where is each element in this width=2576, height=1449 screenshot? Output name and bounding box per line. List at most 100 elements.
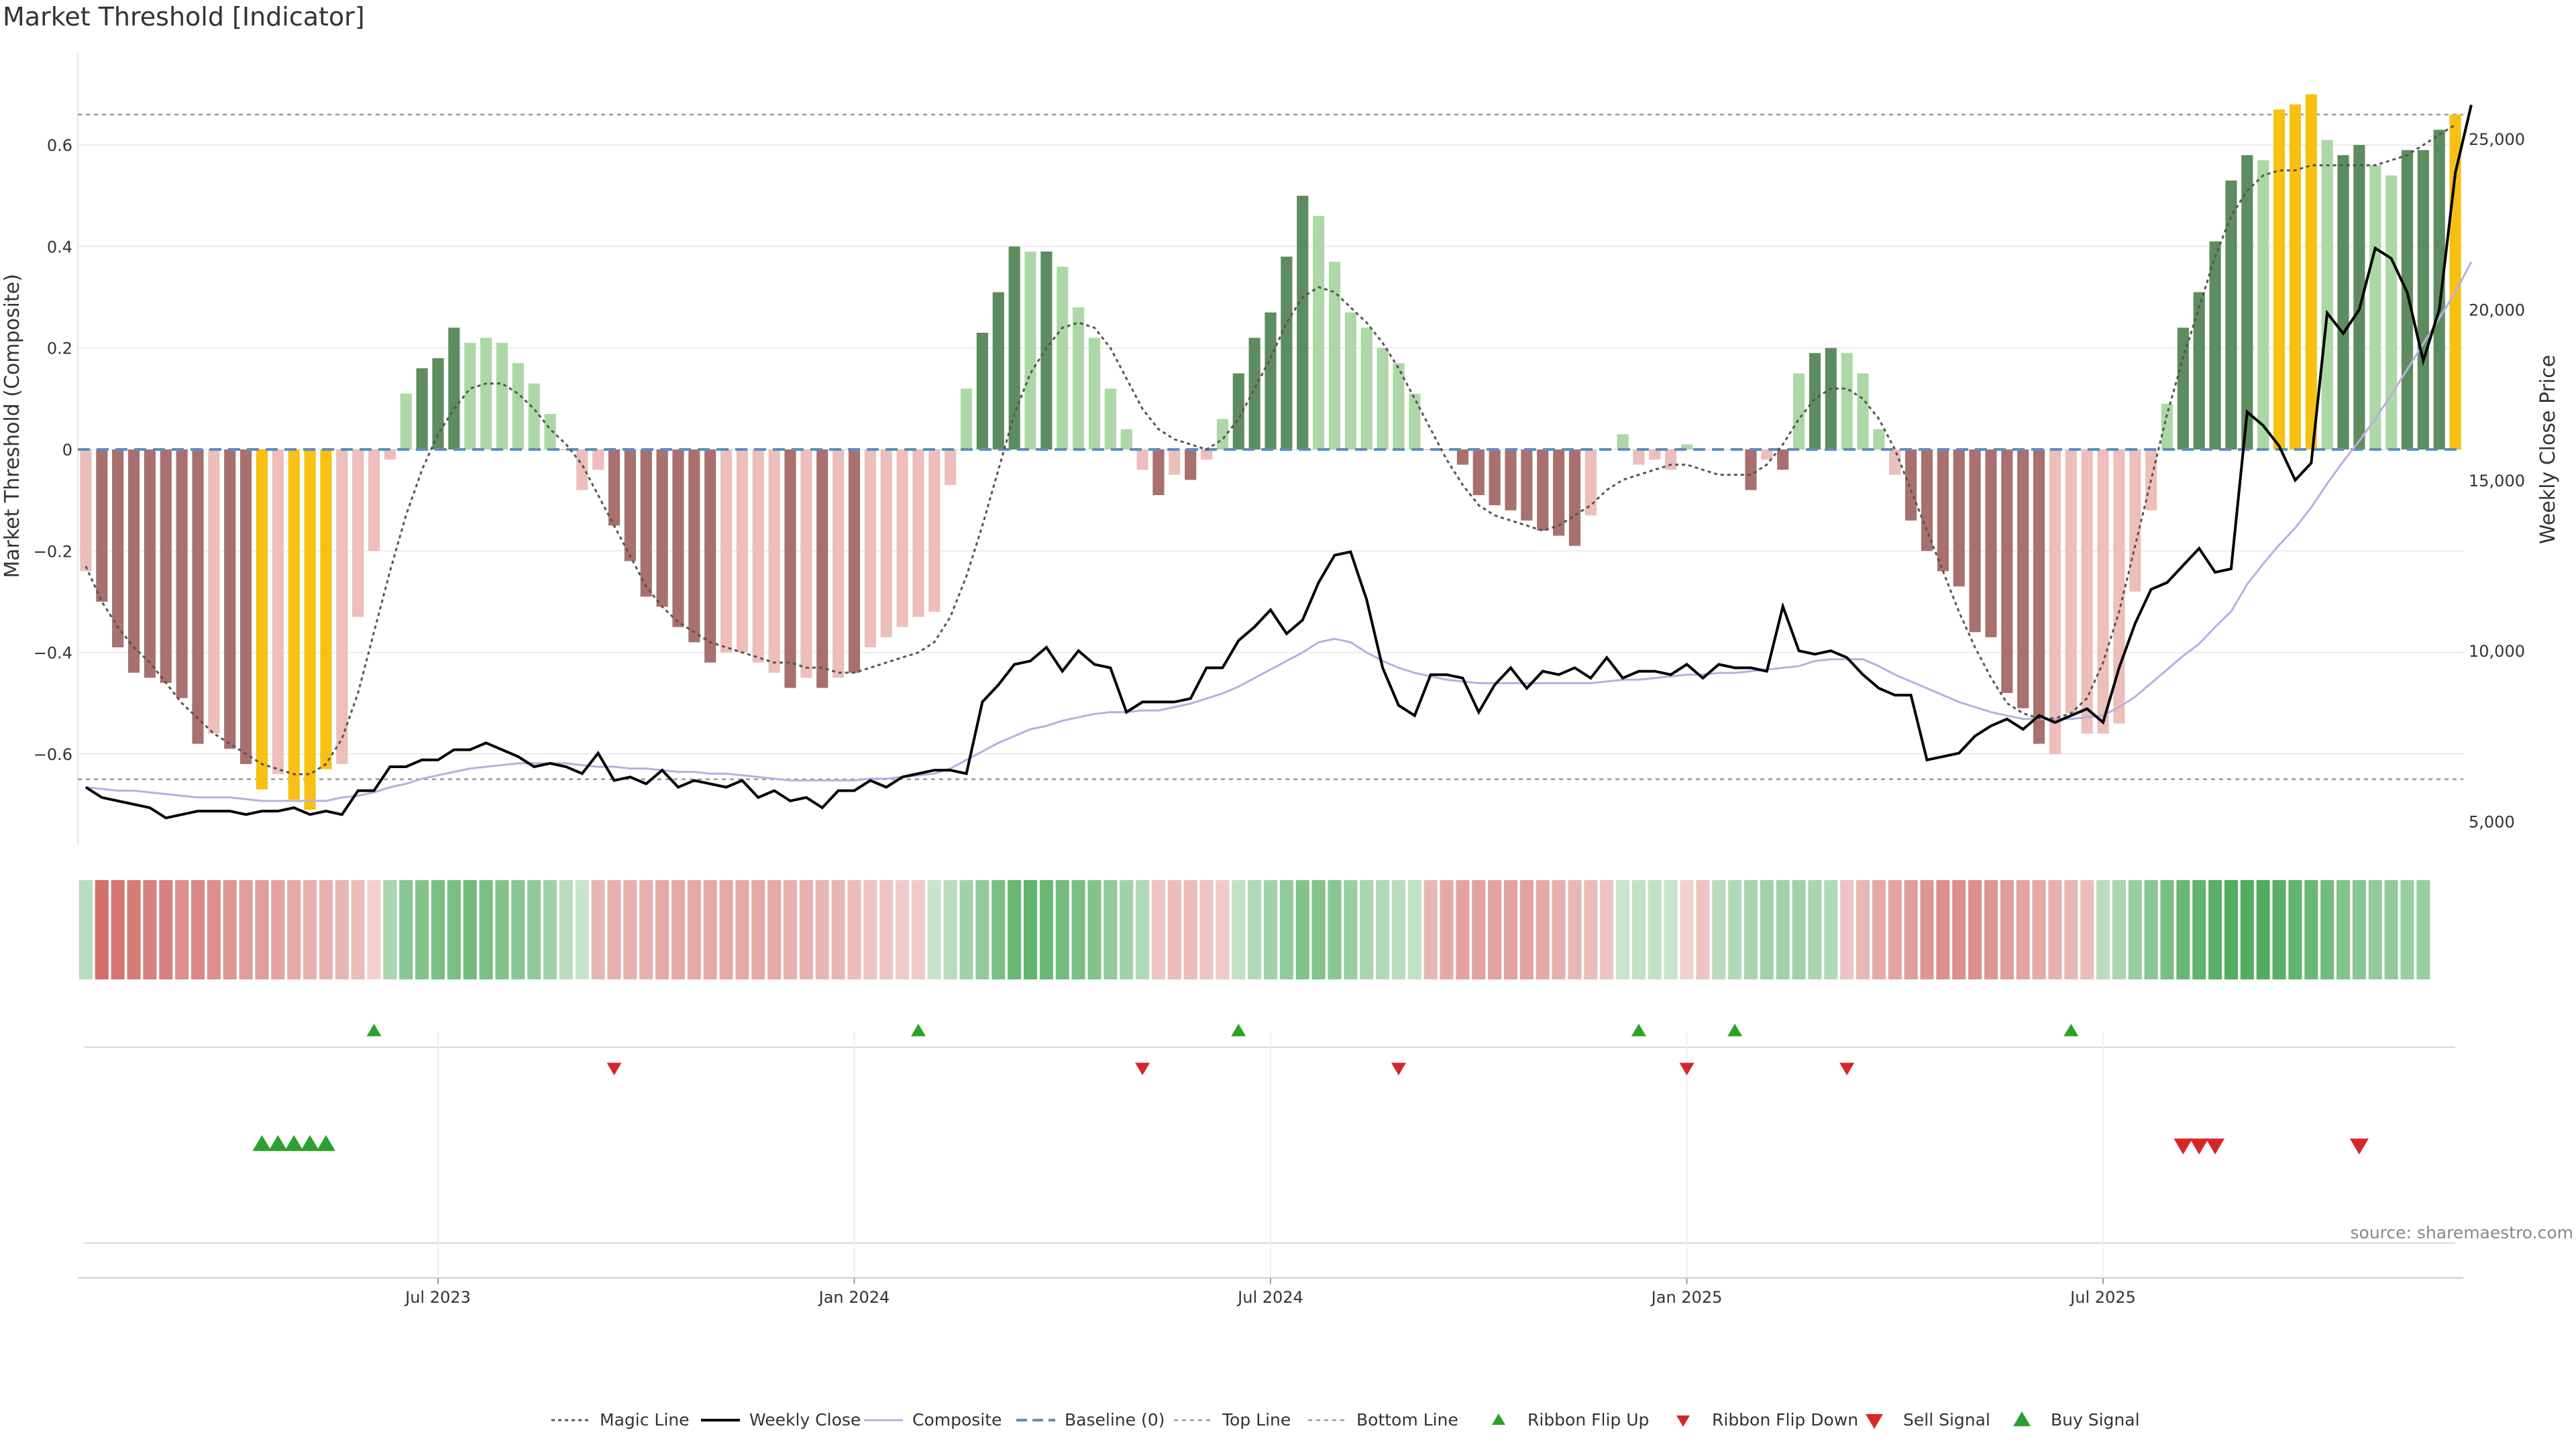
composite-bar	[512, 363, 524, 449]
y-axis-label: Market Threshold (Composite)	[1, 274, 24, 578]
composite-line	[85, 261, 2473, 802]
composite-bar	[1169, 449, 1181, 475]
buy-signal-marker	[268, 1135, 288, 1151]
ribbon-cell	[1023, 880, 1038, 979]
composite-bar	[2017, 449, 2029, 708]
composite-bar	[992, 292, 1004, 449]
ribbon-cell	[1263, 880, 1278, 979]
ribbon-cell	[799, 880, 813, 979]
ribbon-cell	[287, 880, 301, 979]
composite-bar	[1745, 449, 1757, 490]
ribbon-cell	[2240, 880, 2254, 979]
composite-bar	[1281, 256, 1293, 449]
ribbon-cell	[1664, 880, 1678, 979]
y-tick-label: −0.6	[34, 745, 72, 764]
composite-bar	[192, 449, 204, 744]
composite-bar	[2193, 292, 2205, 449]
composite-bar	[1937, 449, 1949, 572]
composite-bar	[1633, 449, 1645, 465]
ribbon-flip-up-marker	[910, 1024, 926, 1036]
ribbon-cell	[815, 880, 829, 979]
composite-bar	[1073, 307, 1085, 449]
ribbon-cell	[191, 880, 205, 979]
ribbon-cell	[2336, 880, 2351, 979]
composite-bar	[880, 449, 892, 637]
composite-bar	[1057, 266, 1069, 449]
composite-bar	[1585, 449, 1597, 516]
ribbon-cell	[1232, 880, 1246, 979]
composite-bar	[2305, 94, 2317, 449]
ribbon-cell	[239, 880, 253, 979]
ribbon-cell	[1808, 880, 1822, 979]
ribbon-cell	[127, 880, 141, 979]
composite-bar	[672, 449, 684, 627]
ribbon-cell	[2224, 880, 2238, 979]
composite-bar	[208, 449, 220, 734]
series-lines	[78, 104, 2473, 820]
ribbon-cell	[1328, 880, 1342, 979]
ribbon-cell	[511, 880, 525, 979]
composite-bar	[864, 449, 876, 647]
composite-bar	[640, 449, 652, 597]
composite-bar	[2177, 327, 2189, 449]
composite-bar	[2049, 449, 2061, 754]
composite-bar	[352, 449, 364, 617]
composite-bar	[1297, 195, 1309, 449]
ribbon-cell	[2000, 880, 2014, 979]
composite-bar	[1088, 337, 1101, 449]
composite-bar	[2225, 180, 2237, 449]
ribbon-cell	[271, 880, 285, 979]
composite-bar	[1921, 449, 1933, 551]
ribbon-cell	[2384, 880, 2398, 979]
ribbon-cell	[1680, 880, 1694, 979]
ribbon-cell	[2144, 880, 2158, 979]
composite-bar	[1136, 449, 1148, 470]
ribbon-cell	[543, 880, 557, 979]
composite-bar	[384, 449, 396, 460]
buy-signal-marker	[316, 1135, 335, 1151]
ribbon-cell	[1424, 880, 1438, 979]
ribbon-cell	[1151, 880, 1165, 979]
y2-tick-label: 5,000	[2469, 812, 2515, 831]
composite-bar	[1024, 252, 1036, 449]
composite-bar	[1649, 449, 1661, 460]
ribbon-cell	[1407, 880, 1421, 979]
ribbon-cell	[879, 880, 894, 979]
ribbon-flip-up-marker	[366, 1024, 382, 1036]
composite-bar	[1328, 262, 1341, 449]
y-tick-label: 0	[62, 441, 72, 460]
composite-bar	[2417, 150, 2429, 449]
ribbon-cell	[1552, 880, 1566, 979]
ribbon-cell	[639, 880, 653, 979]
ribbon-cell	[1696, 880, 1710, 979]
composite-bar	[800, 449, 812, 678]
composite-bar	[144, 449, 156, 678]
composite-bar	[2033, 449, 2045, 744]
composite-bar	[1185, 449, 1197, 480]
composite-bar	[1489, 449, 1501, 506]
legend-label: Ribbon Flip Down	[1712, 1410, 1858, 1430]
composite-bar	[1216, 419, 1228, 449]
ribbon-cell	[1248, 880, 1262, 979]
ribbon-cell	[1136, 880, 1150, 979]
x-tick-label: Jul 2024	[1236, 1288, 1303, 1307]
ribbon-cell	[111, 880, 125, 979]
ribbon-cell	[927, 880, 941, 979]
composite-bar	[2241, 155, 2253, 450]
ribbon-cell	[1792, 880, 1806, 979]
ribbon-cell	[1519, 880, 1534, 979]
ribbon-cell	[383, 880, 397, 979]
ribbon-cell	[575, 880, 589, 979]
ribbon-cell	[735, 880, 749, 979]
ribbon-cell	[1008, 880, 1022, 979]
composite-bar	[1393, 363, 1405, 449]
ribbon-cell	[319, 880, 333, 979]
y2-tick-label: 25,000	[2469, 130, 2525, 149]
x-tick-label: Jan 2024	[818, 1288, 890, 1307]
composite-bar	[2353, 145, 2365, 449]
composite-bar	[1313, 216, 1325, 449]
composite-bar	[448, 327, 460, 449]
weekly-close-line	[85, 104, 2473, 820]
x-tick-label: Jan 2025	[1650, 1288, 1723, 1307]
composite-bar	[768, 449, 780, 673]
